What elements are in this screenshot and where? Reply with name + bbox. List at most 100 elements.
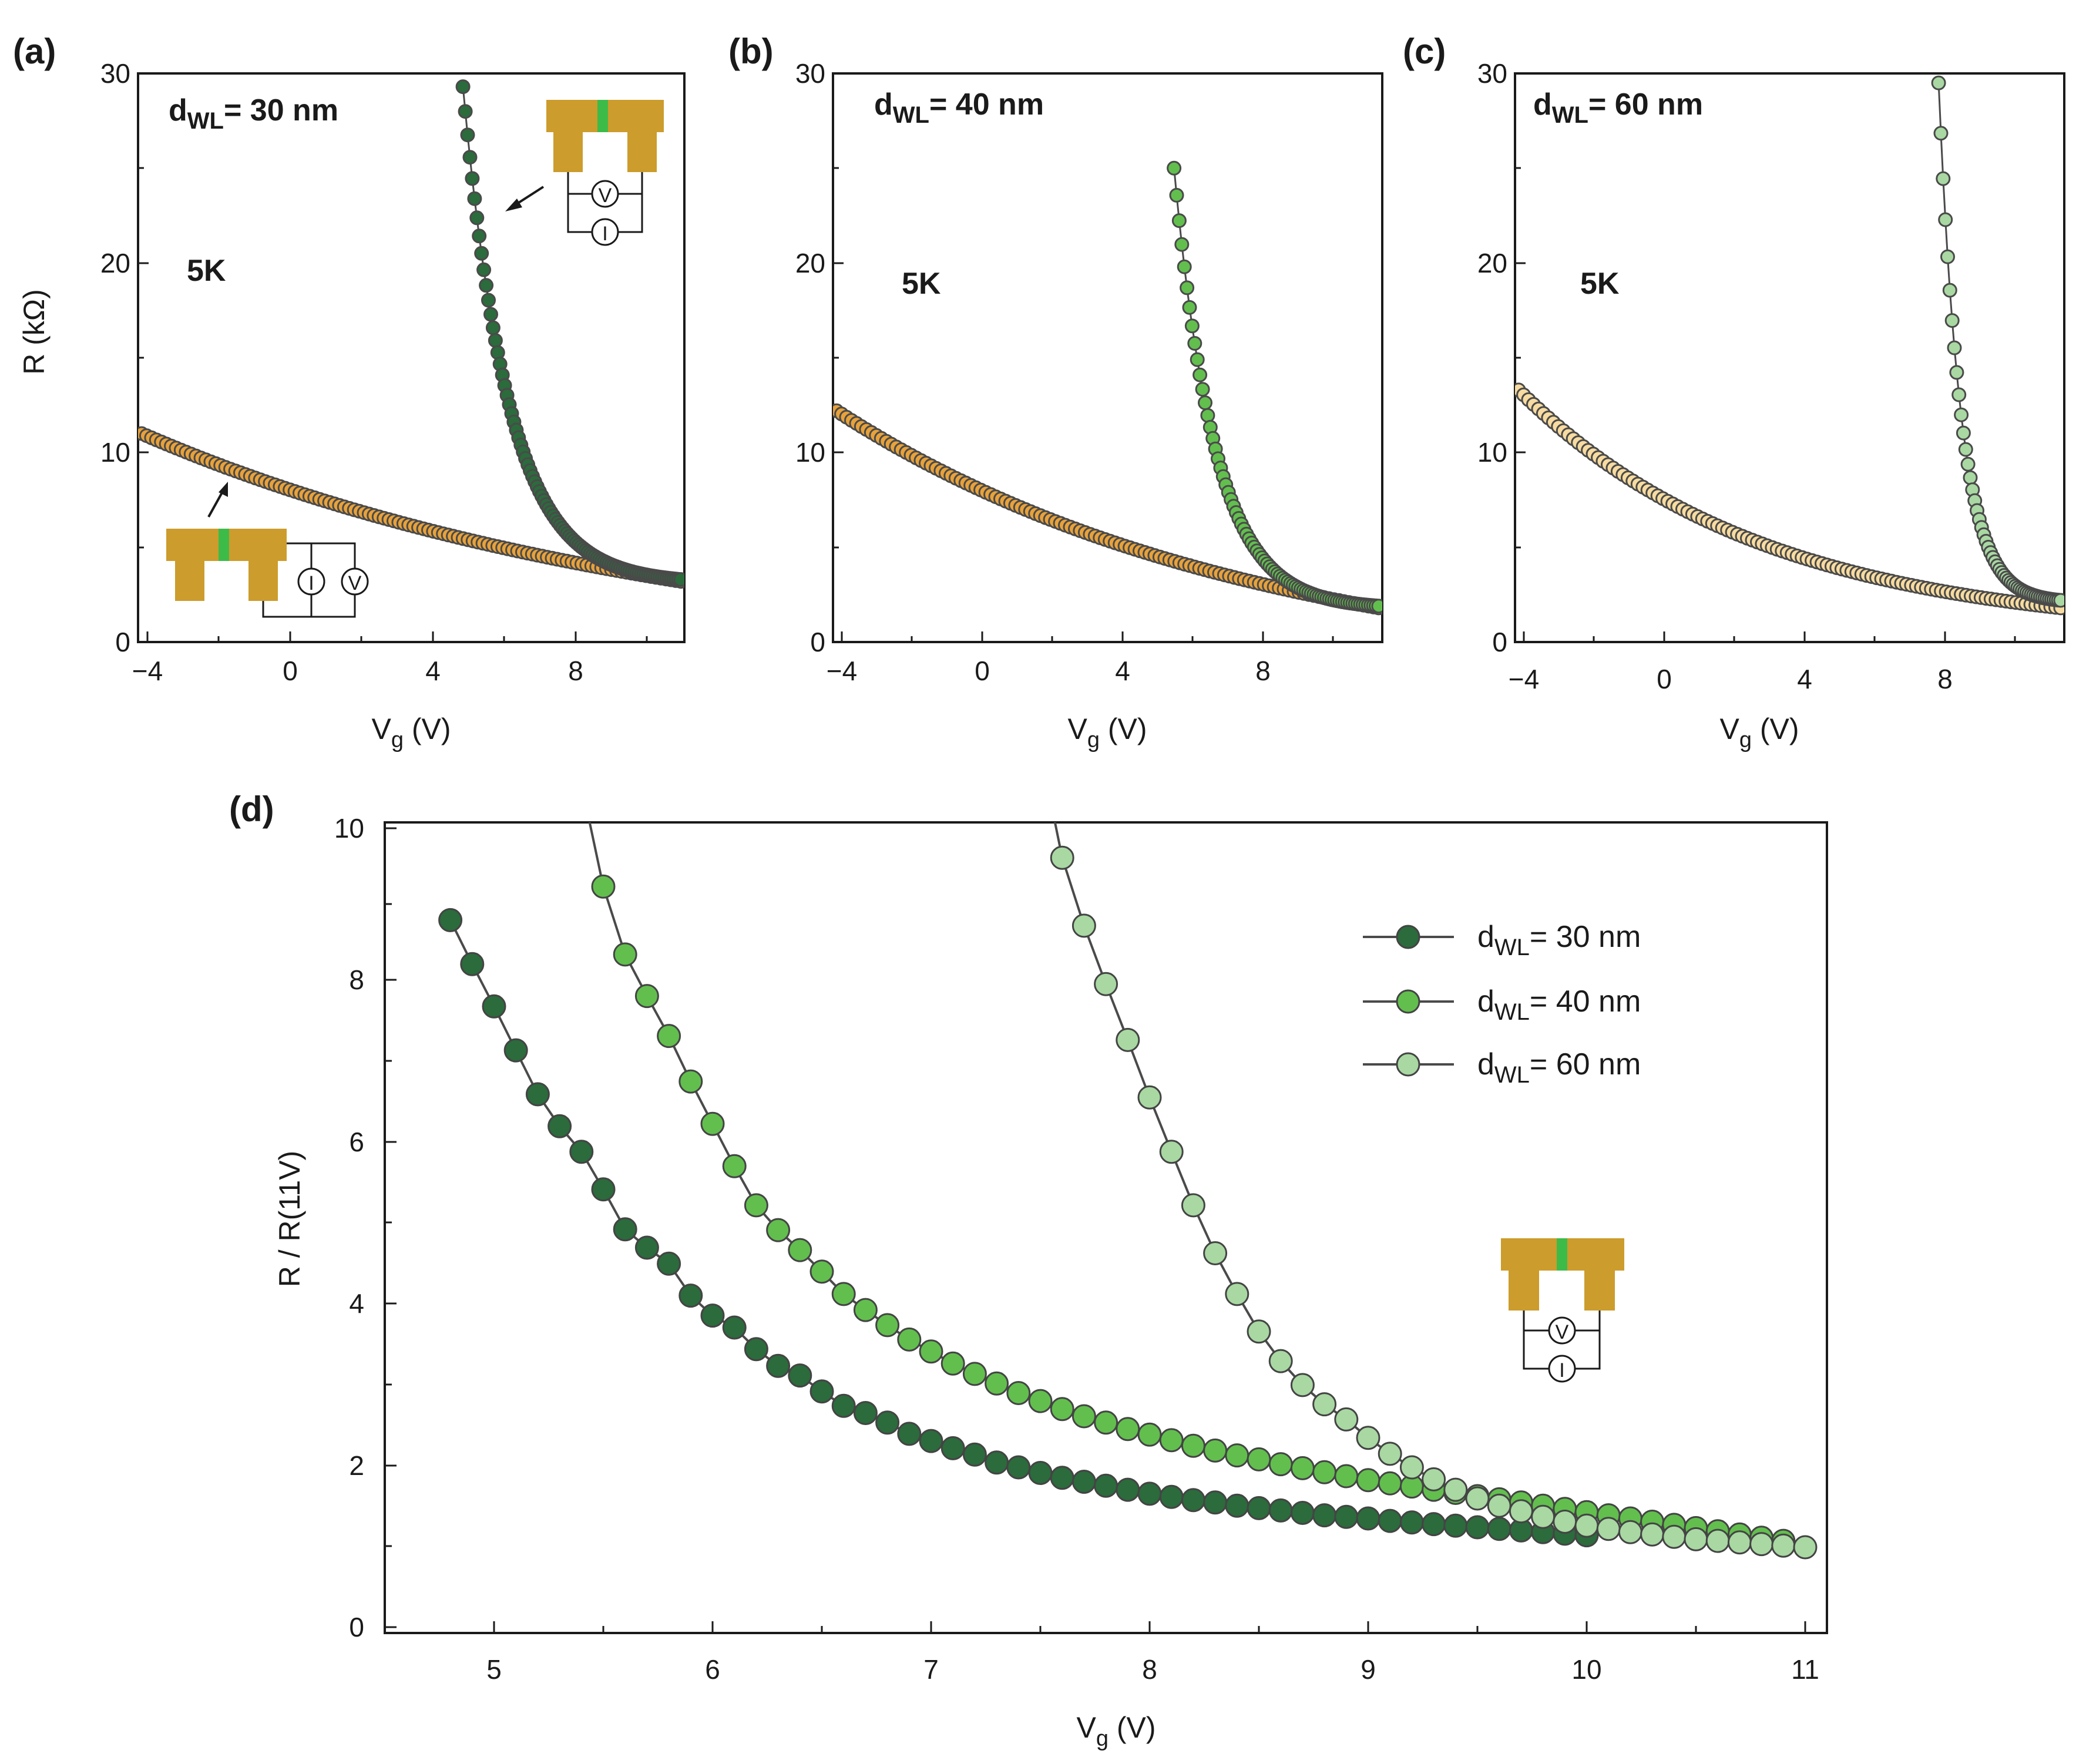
data-point: [1312, 1460, 1337, 1484]
data-point: [1749, 1532, 1774, 1557]
panel-c-ytick-label: 0: [1492, 627, 1507, 657]
data-point: [744, 1337, 768, 1362]
voltmeter-symbol: V: [599, 184, 612, 207]
panel-c-temperature-annotation: 5K: [1580, 267, 1620, 301]
series-line: [588, 822, 1784, 1543]
panel-d-ytick-label: 10: [334, 813, 364, 844]
data-point: [1247, 1447, 1271, 1471]
data-point: [1116, 1027, 1140, 1052]
data-point: [1942, 283, 1957, 298]
panel-d-xtick-label: 10: [1571, 1654, 1601, 1685]
data-point: [455, 79, 471, 95]
device-channel: [219, 529, 229, 561]
data-point: [462, 150, 478, 165]
data-point: [634, 1235, 659, 1260]
data-point: [485, 320, 500, 335]
data-point: [766, 1218, 791, 1242]
data-point: [1487, 1493, 1511, 1518]
panel-d-x-ticks: 5 6 7 8 9 10 11: [486, 1621, 1819, 1685]
data-point: [962, 1362, 987, 1386]
data-point: [1949, 365, 1964, 380]
panel-d-series-dwl-30nm: [438, 908, 1599, 1548]
legend-label-30nm: dWL= 30 nm: [1477, 920, 1641, 960]
panel-c: (c) −4 0 4 8: [1403, 32, 2065, 752]
data-point: [809, 1379, 834, 1404]
panel-b-axes: −4 0 4 8 0 10 20 30 Vg (V): [795, 58, 1383, 752]
panel-b: (b) −4 0 4 8: [728, 32, 1383, 752]
panel-b-plot-frame: [832, 72, 1383, 643]
data-point: [1180, 280, 1195, 295]
data-point: [1050, 845, 1074, 870]
data-point: [831, 1282, 856, 1306]
data-point: [458, 104, 473, 119]
voltmeter-symbol: V: [1556, 1321, 1569, 1343]
data-point: [1378, 1442, 1402, 1466]
data-point: [1596, 1517, 1621, 1541]
legend-marker: [1396, 925, 1420, 949]
panel-b-plot-area: [833, 160, 1382, 616]
panel-a-inset-four-terminal: V I: [505, 100, 664, 246]
data-point: [1662, 1524, 1687, 1549]
legend-label-sub: WL: [1494, 1062, 1530, 1088]
data-point: [1247, 1319, 1271, 1344]
voltmeter-icon: [341, 567, 369, 596]
data-point: [1378, 1471, 1402, 1496]
data-point: [465, 171, 480, 186]
panel-a-ytick-label: 0: [115, 627, 130, 657]
legend-label-rest: = 60 nm: [1530, 1047, 1641, 1081]
panel-b-ann-main: d: [874, 88, 893, 122]
panel-d-plot-frame: [384, 821, 1828, 1634]
data-point: [1487, 1517, 1511, 1541]
panel-b-series-four-terminal: [1167, 160, 1382, 614]
data-point: [1334, 1464, 1359, 1489]
data-point: [547, 1114, 572, 1138]
data-point: [1159, 1140, 1184, 1164]
legend-entry-40nm: dWL= 40 nm: [1363, 985, 1641, 1025]
data-point: [1174, 237, 1190, 252]
device-left-contact: [1509, 1271, 1539, 1311]
panel-a-xtick-label: 4: [425, 656, 441, 686]
panel-d-xlabel-sub: g: [1096, 1726, 1108, 1751]
data-point: [1198, 395, 1212, 411]
data-point: [1312, 1392, 1337, 1417]
panel-d-xtick-label: 6: [705, 1654, 720, 1685]
panel-a-temperature-annotation: 5K: [187, 254, 226, 288]
series-line: [836, 410, 1379, 609]
panel-a-series-four-terminal: [455, 79, 684, 587]
data-point: [460, 952, 485, 976]
panel-b-xtick-label: −4: [827, 656, 857, 686]
data-point: [1137, 1085, 1162, 1110]
data-point: [700, 1303, 725, 1328]
data-point: [1936, 171, 1951, 186]
data-point: [875, 1410, 900, 1435]
panel-d-inset-four-terminal: V I: [1501, 1238, 1624, 1383]
panel-d-y-axis-label: R / R(11V): [273, 1151, 306, 1287]
panel-d-axes: 5 6 7 8 9 10 11 0 2: [273, 813, 1828, 1751]
data-point: [1159, 1428, 1184, 1453]
data-point: [481, 293, 496, 308]
panel-a-x-axis-label: Vg (V): [371, 713, 451, 752]
data-point: [1618, 1520, 1642, 1544]
panel-c-x-ticks: −4 0 4 8: [1509, 631, 2016, 694]
data-point: [1137, 1481, 1162, 1506]
arrow-head-icon: [219, 482, 228, 497]
panel-b-xlabel-sub: g: [1087, 728, 1100, 752]
data-point: [1951, 387, 1967, 402]
data-point: [503, 1038, 528, 1063]
data-point: [657, 1024, 681, 1049]
panel-a-x-ticks: −4 0 4 8: [132, 631, 648, 686]
data-point: [591, 1177, 616, 1202]
panel-c-series-two-terminal: [1515, 382, 2064, 616]
data-point: [1290, 1501, 1315, 1525]
panel-d: (d) 5 6 7 8 9 10: [229, 789, 1828, 1751]
data-point: [1171, 213, 1187, 229]
data-point: [788, 1238, 812, 1262]
legend-label-main: d: [1477, 920, 1494, 954]
data-point: [853, 1298, 878, 1322]
data-point: [1509, 1499, 1533, 1524]
panel-c-xlabel-sub: g: [1739, 728, 1752, 752]
data-point: [1378, 1508, 1402, 1533]
device-right-contact: [1584, 1271, 1615, 1311]
data-point: [1931, 75, 1946, 90]
